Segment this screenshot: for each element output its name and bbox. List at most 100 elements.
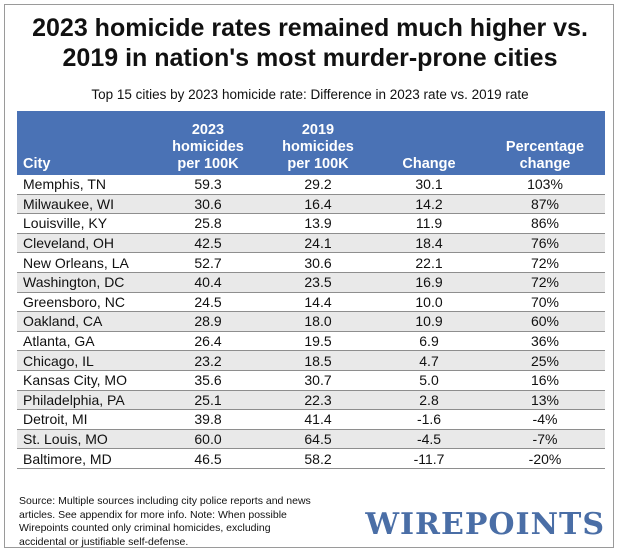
table-row: Washington, DC 40.4 23.5 16.9 72% [17, 272, 605, 293]
table-body: Memphis, TN 59.3 29.2 30.1 103% Milwaukee, WI… [17, 175, 605, 469]
source-line-2: articles. See appendix for more info. No… [19, 508, 287, 521]
cell-h2023: 60.0 [153, 429, 263, 450]
cell-change: 18.4 [373, 233, 485, 254]
header-2023-line-2: homicides [172, 139, 244, 155]
cell-h2019: 24.1 [263, 233, 373, 254]
cell-h2023: 52.7 [153, 252, 263, 273]
wirepoints-logo: WIREPOINTS [365, 507, 605, 542]
cell-change: 10.9 [373, 311, 485, 332]
table-row: Atlanta, GA 26.4 19.5 6.9 36% [17, 331, 605, 352]
cell-change: 22.1 [373, 252, 485, 273]
table-header: City 2023 homicides per 100K 2019 homici… [17, 111, 605, 175]
header-2023-line-3: per 100K [177, 156, 239, 172]
header-2023-line-1: 2023 [191, 122, 225, 138]
cell-city: Kansas City, MO [17, 370, 153, 391]
cell-pct: 86% [485, 213, 605, 234]
cell-h2019: 64.5 [263, 429, 373, 450]
table-row: Chicago, IL 23.2 18.5 4.7 25% [17, 350, 605, 371]
table-row: Philadelphia, PA 25.1 22.3 2.8 13% [17, 390, 605, 411]
title-line-1: 2023 homicide rates remained much higher… [32, 14, 588, 42]
cell-h2023: 25.8 [153, 213, 263, 234]
header-pct: Percentage change [485, 111, 605, 175]
table-row: Baltimore, MD 46.5 58.2 -11.7 -20% [17, 448, 605, 469]
cell-h2023: 23.2 [153, 350, 263, 371]
table-row: Cleveland, OH 42.5 24.1 18.4 76% [17, 233, 605, 254]
cell-city: Oakland, CA [17, 311, 153, 332]
cell-change: 14.2 [373, 194, 485, 215]
cell-change: 6.9 [373, 331, 485, 352]
cell-pct: 36% [485, 331, 605, 352]
cell-change: 4.7 [373, 350, 485, 371]
cell-h2019: 30.6 [263, 252, 373, 273]
title-line-2: 2019 in nation's most murder-prone citie… [62, 44, 558, 72]
cell-h2023: 46.5 [153, 448, 263, 469]
cell-h2023: 39.8 [153, 409, 263, 430]
cell-city: St. Louis, MO [17, 429, 153, 450]
header-2023: 2023 homicides per 100K [153, 111, 263, 175]
cell-change: -1.6 [373, 409, 485, 430]
source-line-3: Wirepoints counted only criminal homicid… [19, 522, 271, 534]
chart-subtitle: Top 15 cities by 2023 homicide rate: Dif… [91, 87, 529, 102]
table-row: Louisville, KY 25.8 13.9 11.9 86% [17, 213, 605, 234]
cell-city: Chicago, IL [17, 350, 153, 371]
header-city: City [17, 111, 153, 175]
cell-pct: 16% [485, 370, 605, 391]
cell-change: 5.0 [373, 370, 485, 391]
cell-h2023: 30.6 [153, 194, 263, 215]
cell-pct: -7% [485, 429, 605, 450]
chart-title: 2023 homicide rates remained much higher… [5, 13, 615, 73]
cell-h2023: 26.4 [153, 331, 263, 352]
cell-h2019: 19.5 [263, 331, 373, 352]
cell-h2019: 18.5 [263, 350, 373, 371]
cell-pct: -20% [485, 448, 605, 469]
cell-pct: 13% [485, 390, 605, 411]
cell-city: Milwaukee, WI [17, 194, 153, 215]
chart-frame: 2023 homicide rates remained much higher… [4, 4, 614, 548]
cell-h2019: 41.4 [263, 409, 373, 430]
cell-h2019: 58.2 [263, 448, 373, 469]
data-table: City 2023 homicides per 100K 2019 homici… [17, 111, 605, 469]
cell-change: -4.5 [373, 429, 485, 450]
cell-h2019: 29.2 [263, 175, 373, 195]
table-row: Greensboro, NC 24.5 14.4 10.0 70% [17, 292, 605, 313]
cell-city: Memphis, TN [17, 175, 153, 195]
cell-h2019: 18.0 [263, 311, 373, 332]
cell-city: Philadelphia, PA [17, 390, 153, 411]
cell-change: 30.1 [373, 175, 485, 195]
cell-pct: 103% [485, 175, 605, 195]
table-row: Memphis, TN 59.3 29.2 30.1 103% [17, 175, 605, 195]
cell-city: Greensboro, NC [17, 292, 153, 313]
cell-city: Washington, DC [17, 272, 153, 293]
cell-h2023: 59.3 [153, 175, 263, 195]
cell-h2019: 30.7 [263, 370, 373, 391]
cell-h2023: 28.9 [153, 311, 263, 332]
cell-change: -11.7 [373, 448, 485, 469]
cell-pct: 76% [485, 233, 605, 254]
cell-h2019: 23.5 [263, 272, 373, 293]
cell-city: Detroit, MI [17, 409, 153, 430]
cell-change: 16.9 [373, 272, 485, 293]
header-2019-line-2: homicides [282, 139, 354, 155]
cell-change: 2.8 [373, 390, 485, 411]
header-pct-line-1: Percentage [505, 139, 585, 155]
cell-city: Louisville, KY [17, 213, 153, 234]
cell-h2023: 24.5 [153, 292, 263, 313]
cell-h2023: 35.6 [153, 370, 263, 391]
cell-pct: 87% [485, 194, 605, 215]
table-row: Oakland, CA 28.9 18.0 10.9 60% [17, 311, 605, 332]
cell-pct: 25% [485, 350, 605, 371]
table-row: Kansas City, MO 35.6 30.7 5.0 16% [17, 370, 605, 391]
cell-pct: -4% [485, 409, 605, 430]
source-line-4: accidental or justifiable self-defense. [19, 535, 189, 548]
cell-pct: 72% [485, 272, 605, 293]
cell-pct: 70% [485, 292, 605, 313]
cell-pct: 72% [485, 252, 605, 273]
cell-h2019: 14.4 [263, 292, 373, 313]
table-row: Milwaukee, WI 30.6 16.4 14.2 87% [17, 194, 605, 215]
cell-pct: 60% [485, 311, 605, 332]
cell-h2023: 40.4 [153, 272, 263, 293]
cell-h2023: 42.5 [153, 233, 263, 254]
header-change: Change [373, 111, 485, 175]
table-row: St. Louis, MO 60.0 64.5 -4.5 -7% [17, 429, 605, 450]
cell-change: 11.9 [373, 213, 485, 234]
